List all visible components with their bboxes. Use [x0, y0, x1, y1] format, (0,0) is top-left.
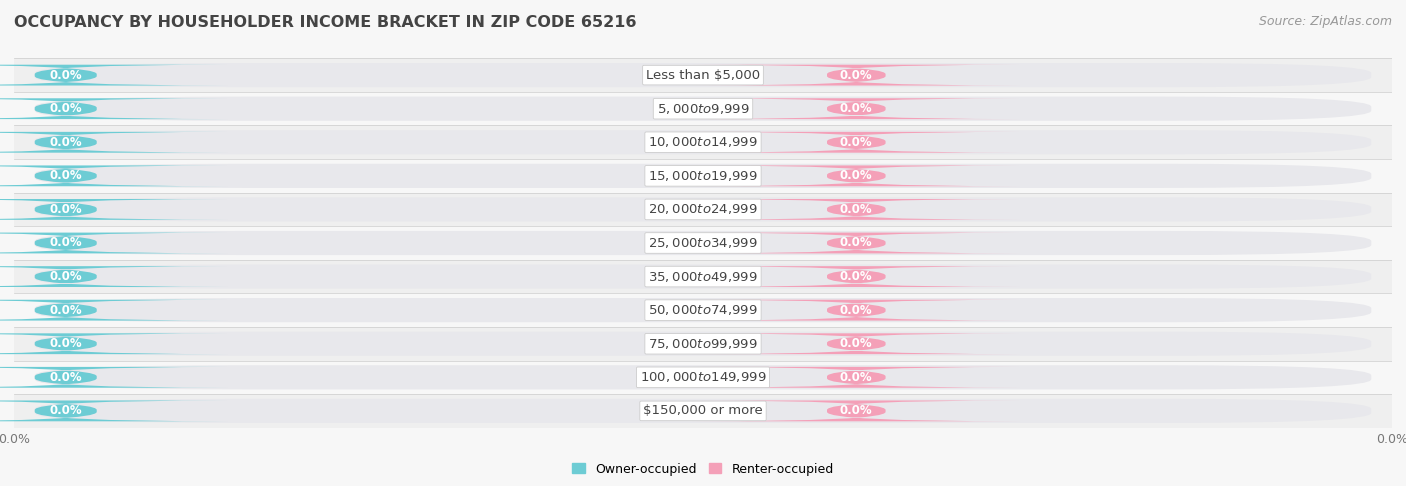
FancyBboxPatch shape — [35, 264, 1371, 289]
Text: 0.0%: 0.0% — [839, 136, 873, 149]
FancyBboxPatch shape — [0, 165, 228, 186]
FancyBboxPatch shape — [693, 98, 1019, 119]
FancyBboxPatch shape — [0, 199, 228, 220]
FancyBboxPatch shape — [0, 98, 228, 119]
Text: 0.0%: 0.0% — [49, 102, 82, 115]
Text: 0.0%: 0.0% — [839, 337, 873, 350]
FancyBboxPatch shape — [0, 367, 228, 388]
Text: 0.0%: 0.0% — [839, 304, 873, 317]
Bar — [14, 58, 1392, 92]
Text: 0.0%: 0.0% — [49, 371, 82, 384]
Text: $50,000 to $74,999: $50,000 to $74,999 — [648, 303, 758, 317]
Bar — [14, 125, 1392, 159]
FancyBboxPatch shape — [0, 65, 228, 86]
FancyBboxPatch shape — [35, 331, 1371, 356]
Text: $15,000 to $19,999: $15,000 to $19,999 — [648, 169, 758, 183]
Text: 0.0%: 0.0% — [49, 337, 82, 350]
Text: $25,000 to $34,999: $25,000 to $34,999 — [648, 236, 758, 250]
FancyBboxPatch shape — [35, 197, 1371, 222]
FancyBboxPatch shape — [35, 130, 1371, 155]
Bar — [14, 361, 1392, 394]
FancyBboxPatch shape — [693, 333, 1019, 354]
Text: 0.0%: 0.0% — [839, 371, 873, 384]
Text: 0.0%: 0.0% — [839, 404, 873, 417]
FancyBboxPatch shape — [35, 164, 1371, 188]
Text: 0.0%: 0.0% — [839, 203, 873, 216]
Text: 0.0%: 0.0% — [49, 136, 82, 149]
Text: 0.0%: 0.0% — [49, 203, 82, 216]
FancyBboxPatch shape — [693, 300, 1019, 321]
Text: $10,000 to $14,999: $10,000 to $14,999 — [648, 135, 758, 149]
Bar — [14, 159, 1392, 192]
Text: 0.0%: 0.0% — [839, 270, 873, 283]
Text: Less than $5,000: Less than $5,000 — [645, 69, 761, 82]
FancyBboxPatch shape — [35, 97, 1371, 121]
Text: $100,000 to $149,999: $100,000 to $149,999 — [640, 370, 766, 384]
Bar — [14, 327, 1392, 361]
Text: $75,000 to $99,999: $75,000 to $99,999 — [648, 337, 758, 351]
Text: 0.0%: 0.0% — [49, 169, 82, 182]
FancyBboxPatch shape — [693, 266, 1019, 287]
FancyBboxPatch shape — [0, 132, 228, 153]
FancyBboxPatch shape — [693, 165, 1019, 186]
Legend: Owner-occupied, Renter-occupied: Owner-occupied, Renter-occupied — [568, 457, 838, 481]
Text: 0.0%: 0.0% — [839, 69, 873, 82]
FancyBboxPatch shape — [693, 367, 1019, 388]
Bar — [14, 92, 1392, 125]
Bar — [14, 192, 1392, 226]
Bar — [14, 260, 1392, 294]
Text: Source: ZipAtlas.com: Source: ZipAtlas.com — [1258, 15, 1392, 28]
FancyBboxPatch shape — [0, 333, 228, 354]
Text: 0.0%: 0.0% — [49, 270, 82, 283]
FancyBboxPatch shape — [0, 300, 228, 321]
FancyBboxPatch shape — [35, 399, 1371, 423]
FancyBboxPatch shape — [0, 400, 228, 421]
Text: $35,000 to $49,999: $35,000 to $49,999 — [648, 270, 758, 283]
Text: 0.0%: 0.0% — [839, 237, 873, 249]
Text: 0.0%: 0.0% — [49, 237, 82, 249]
FancyBboxPatch shape — [693, 400, 1019, 421]
Text: 0.0%: 0.0% — [49, 304, 82, 317]
FancyBboxPatch shape — [35, 365, 1371, 389]
Text: 0.0%: 0.0% — [49, 404, 82, 417]
FancyBboxPatch shape — [35, 63, 1371, 87]
Text: $150,000 or more: $150,000 or more — [643, 404, 763, 417]
Text: $5,000 to $9,999: $5,000 to $9,999 — [657, 102, 749, 116]
FancyBboxPatch shape — [693, 233, 1019, 253]
Bar — [14, 394, 1392, 428]
FancyBboxPatch shape — [35, 298, 1371, 322]
Bar — [14, 294, 1392, 327]
Text: 0.0%: 0.0% — [839, 169, 873, 182]
FancyBboxPatch shape — [693, 199, 1019, 220]
Bar — [14, 226, 1392, 260]
Text: OCCUPANCY BY HOUSEHOLDER INCOME BRACKET IN ZIP CODE 65216: OCCUPANCY BY HOUSEHOLDER INCOME BRACKET … — [14, 15, 637, 30]
FancyBboxPatch shape — [0, 266, 228, 287]
Text: 0.0%: 0.0% — [49, 69, 82, 82]
FancyBboxPatch shape — [0, 233, 228, 253]
FancyBboxPatch shape — [35, 231, 1371, 255]
Text: $20,000 to $24,999: $20,000 to $24,999 — [648, 203, 758, 216]
FancyBboxPatch shape — [693, 132, 1019, 153]
FancyBboxPatch shape — [693, 65, 1019, 86]
Text: 0.0%: 0.0% — [839, 102, 873, 115]
